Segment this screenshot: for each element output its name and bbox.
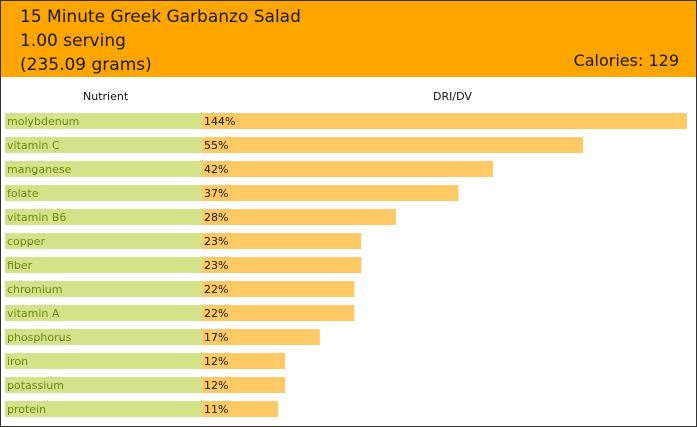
nutrient-label: chromium — [7, 283, 63, 296]
nutrient-cell — [5, 161, 202, 177]
nutrient-label: molybdenum — [7, 115, 79, 128]
dri-value-label: 23% — [204, 259, 228, 272]
dri-value-label: 11% — [204, 403, 228, 416]
dri-bar — [202, 329, 320, 345]
nutrient-cell — [5, 353, 202, 369]
dri-bar — [202, 353, 286, 369]
nutrient-label: folate — [7, 187, 39, 200]
nutrient-cell — [5, 257, 202, 273]
dri-bar — [202, 257, 362, 273]
dri-bar — [202, 137, 584, 153]
dri-value-label: 23% — [204, 235, 228, 248]
dri-value-label: 12% — [204, 355, 228, 368]
dri-bar — [202, 113, 687, 129]
recipe-title: 15 Minute Greek Garbanzo Salad — [20, 7, 301, 27]
dri-value-label: 17% — [204, 331, 228, 344]
column-header-dri-dv: DRI/DV — [433, 90, 472, 103]
serving-size: 1.00 serving — [20, 31, 126, 51]
dri-value-label: 28% — [204, 211, 228, 224]
nutrient-label: fiber — [7, 259, 33, 272]
recipe-header: 15 Minute Greek Garbanzo Salad 1.00 serv… — [1, 1, 696, 77]
dri-value-label: 22% — [204, 307, 228, 320]
serving-weight: (235.09 grams) — [20, 55, 152, 75]
nutrient-label: vitamin A — [7, 307, 60, 320]
nutrient-label: phosphorus — [7, 331, 72, 344]
nutrient-cell — [5, 185, 202, 201]
dri-bar — [202, 305, 355, 321]
nutrient-cell — [5, 377, 202, 393]
dri-bar — [202, 161, 493, 177]
nutrient-label: protein — [7, 403, 46, 416]
nutrient-cell — [5, 329, 202, 345]
dri-bar — [202, 185, 459, 201]
nutrient-cell — [5, 113, 202, 129]
nutrient-cell — [5, 305, 202, 321]
dri-bar — [202, 401, 279, 417]
dri-value-label: 37% — [204, 187, 228, 200]
dri-bar — [202, 377, 286, 393]
dri-bar — [202, 233, 362, 249]
nutrient-label: manganese — [7, 163, 72, 176]
dri-value-label: 42% — [204, 163, 228, 176]
nutrient-label: vitamin C — [7, 139, 60, 152]
calories-readout: Calories: 129 — [573, 51, 679, 70]
dri-value-label: 22% — [204, 283, 228, 296]
nutrient-cell — [5, 281, 202, 297]
nutrient-label: iron — [7, 355, 28, 368]
dri-value-label: 12% — [204, 379, 228, 392]
dri-value-label: 144% — [204, 115, 235, 128]
dri-bar — [202, 209, 396, 225]
nutrient-cell — [5, 401, 202, 417]
nutrient-label: vitamin B6 — [7, 211, 66, 224]
column-header-nutrient: Nutrient — [83, 90, 129, 103]
nutrient-cell — [5, 233, 202, 249]
dri-value-label: 55% — [204, 139, 228, 152]
nutrient-cell — [5, 137, 202, 153]
nutrient-label: potassium — [7, 379, 64, 392]
nutrient-label: copper — [7, 235, 46, 248]
nutrient-cell — [5, 209, 202, 225]
dri-bar — [202, 281, 355, 297]
